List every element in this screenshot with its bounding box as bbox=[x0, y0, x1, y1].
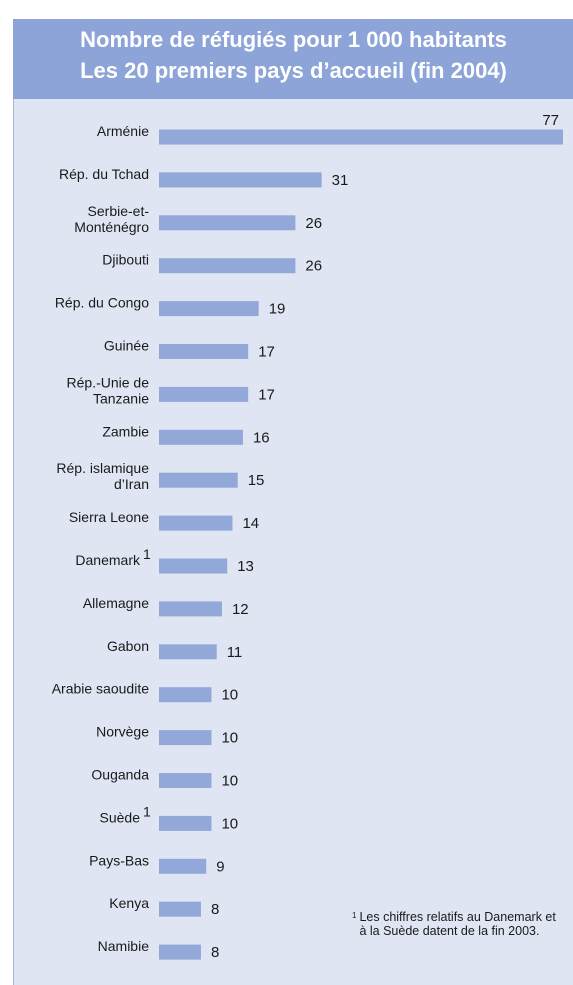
category-label: Rép. du Tchad bbox=[59, 166, 149, 182]
category-label: Rép. du Congo bbox=[55, 295, 149, 311]
category-label: Djibouti bbox=[102, 252, 149, 268]
bar bbox=[159, 386, 249, 402]
data-label: 16 bbox=[253, 429, 270, 446]
bar bbox=[159, 687, 212, 703]
category-label: Pays-Bas bbox=[89, 852, 149, 868]
category-label: Rép. islamique bbox=[56, 460, 149, 476]
chart-header bbox=[13, 19, 573, 99]
category-label: Gabon bbox=[107, 638, 149, 654]
category-label: Suède bbox=[100, 809, 141, 825]
category-label: Monténégro bbox=[74, 219, 149, 235]
data-label: 13 bbox=[237, 558, 254, 575]
category-label: Allemagne bbox=[83, 595, 149, 611]
bar bbox=[159, 858, 207, 874]
data-label: 8 bbox=[211, 944, 219, 961]
footnote-mark: 1 bbox=[143, 803, 151, 819]
category-label: Rép.-Unie de bbox=[67, 374, 150, 390]
data-label: 10 bbox=[221, 730, 238, 747]
category-label: Tanzanie bbox=[93, 390, 149, 406]
category-label: Ouganda bbox=[91, 767, 149, 783]
category-label: Namibie bbox=[98, 938, 150, 954]
data-label: 26 bbox=[305, 215, 322, 232]
data-label: 10 bbox=[221, 687, 238, 704]
category-label: Guinée bbox=[104, 338, 149, 354]
bar bbox=[159, 558, 228, 574]
data-label: 17 bbox=[258, 344, 275, 361]
bar bbox=[159, 944, 201, 960]
bar bbox=[159, 172, 322, 188]
footnote-mark: 1 bbox=[352, 911, 357, 920]
bar bbox=[159, 601, 222, 617]
category-label: Sierra Leone bbox=[69, 509, 149, 525]
bar bbox=[159, 429, 243, 445]
chart-subtitle: Les 20 premiers pays d’accueil (fin 2004… bbox=[80, 58, 507, 83]
bar bbox=[159, 644, 217, 660]
data-label: 11 bbox=[227, 644, 243, 661]
category-label: Norvège bbox=[96, 724, 149, 740]
bar bbox=[159, 301, 259, 317]
data-label: 26 bbox=[305, 258, 322, 275]
bar bbox=[159, 215, 296, 231]
data-label: 14 bbox=[242, 515, 259, 532]
data-label: 19 bbox=[269, 301, 286, 318]
category-label: Danemark bbox=[75, 552, 141, 568]
data-label: 15 bbox=[248, 472, 265, 489]
data-label: 12 bbox=[232, 601, 249, 618]
data-label: 31 bbox=[332, 172, 349, 189]
data-label: 10 bbox=[221, 773, 238, 790]
category-label: Zambie bbox=[102, 423, 149, 439]
bar bbox=[159, 472, 238, 488]
bar bbox=[159, 129, 563, 145]
footnote-text: Les chiffres relatifs au Danemark et à l… bbox=[359, 910, 556, 938]
bar bbox=[159, 815, 212, 831]
category-label: Arabie saoudite bbox=[52, 681, 150, 697]
bar bbox=[159, 258, 296, 274]
bar bbox=[159, 730, 212, 746]
data-label: 8 bbox=[211, 901, 219, 918]
data-label: 17 bbox=[258, 386, 275, 403]
bar bbox=[159, 515, 233, 531]
chart-title: Nombre de réfugiés pour 1 000 habitants bbox=[80, 27, 507, 52]
footnote-mark: 1 bbox=[143, 546, 151, 562]
data-label: 10 bbox=[221, 815, 238, 832]
data-label: 77 bbox=[542, 112, 559, 129]
bar bbox=[159, 901, 201, 917]
category-label: Kenya bbox=[109, 895, 149, 911]
footnote: 1 Les chiffres relatifs au Danemark et à … bbox=[352, 910, 567, 938]
category-label: d’Iran bbox=[114, 476, 149, 492]
category-label: Serbie-et- bbox=[88, 203, 150, 219]
category-label: Arménie bbox=[97, 123, 149, 139]
bar bbox=[159, 773, 212, 788]
data-label: 9 bbox=[216, 858, 224, 875]
bar bbox=[159, 344, 249, 359]
